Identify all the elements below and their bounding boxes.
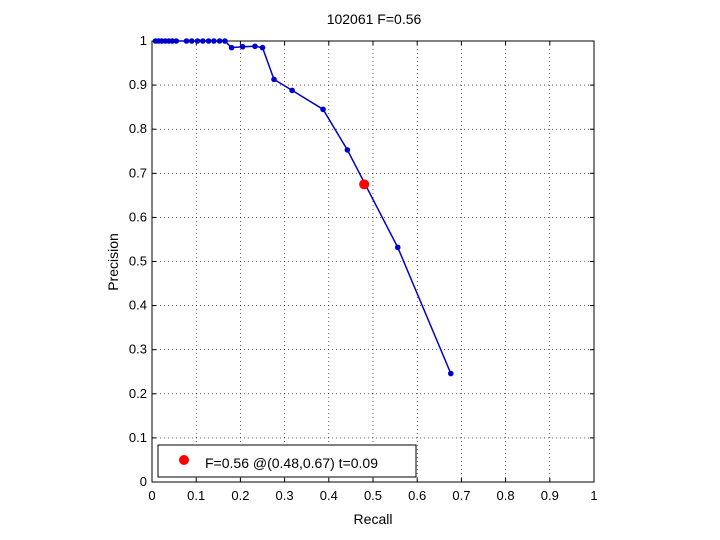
series-point xyxy=(271,76,277,83)
x-tick-label: 0.6 xyxy=(408,488,426,503)
x-tick-label: 0 xyxy=(148,488,155,503)
y-tick-label: 0 xyxy=(140,474,147,489)
x-tick-label: 0.5 xyxy=(364,488,382,503)
x-tick-label: 0.7 xyxy=(452,488,470,503)
pr-series xyxy=(152,38,454,377)
x-tick-label: 0.9 xyxy=(541,488,559,503)
series-point xyxy=(222,38,228,44)
y-tick-label: 1 xyxy=(140,33,147,48)
series-point xyxy=(394,244,401,251)
x-tick-label: 1 xyxy=(590,488,597,503)
legend: F=0.56 @(0.48,0.67) t=0.09 xyxy=(157,444,417,478)
f-score-highlight xyxy=(359,179,370,190)
f-score-point xyxy=(359,179,370,190)
y-tick-label: 0.5 xyxy=(129,254,147,269)
series-point xyxy=(447,370,454,377)
x-tick-label: 0.4 xyxy=(320,488,338,503)
series-point xyxy=(239,43,246,50)
legend-marker xyxy=(179,455,189,465)
series-point xyxy=(259,44,266,51)
series-point xyxy=(205,38,212,44)
series-line xyxy=(155,40,452,374)
y-tick-label: 0.8 xyxy=(129,121,147,136)
x-tick-label: 0.1 xyxy=(187,488,205,503)
series-point xyxy=(173,38,180,44)
series-point xyxy=(194,38,201,44)
series-point xyxy=(200,38,206,44)
y-tick-label: 0.1 xyxy=(129,430,147,445)
y-tick-label: 0.7 xyxy=(129,165,147,180)
y-tick-labels: 0 0.1 0.2 0.3 0.4 0.5 0.6 0.7 0.8 0.9 1 xyxy=(129,33,147,489)
legend-box xyxy=(157,444,417,478)
series-point xyxy=(183,38,190,44)
grid-lines xyxy=(152,41,594,482)
y-axis-label: Precision xyxy=(105,233,121,291)
series-point xyxy=(169,38,176,44)
y-tick-label: 0.9 xyxy=(129,77,147,92)
series-point xyxy=(252,43,258,50)
series-point xyxy=(344,147,351,153)
series-point xyxy=(320,106,326,113)
x-tick-label: 0.8 xyxy=(497,488,515,503)
series-point xyxy=(211,38,217,44)
y-tick-label: 0.3 xyxy=(129,342,147,357)
x-tick-label: 0.2 xyxy=(231,488,249,503)
series-point xyxy=(228,44,235,51)
y-tick-label: 0.4 xyxy=(129,298,147,313)
x-axis-label: Recall xyxy=(354,511,393,527)
legend-text: F=0.56 @(0.48,0.67) t=0.09 xyxy=(205,455,378,471)
series-point xyxy=(188,38,195,44)
x-tick-label: 0.3 xyxy=(276,488,294,503)
series-point xyxy=(216,38,223,44)
chart-title: 102061 F=0.56 xyxy=(327,11,422,27)
y-tick-label: 0.2 xyxy=(129,386,147,401)
y-tick-label: 0.6 xyxy=(129,209,147,224)
series-point xyxy=(289,87,295,94)
x-tick-labels: 0 0.1 0.2 0.3 0.4 0.5 0.6 0.7 0.8 0.9 1 xyxy=(148,488,597,503)
